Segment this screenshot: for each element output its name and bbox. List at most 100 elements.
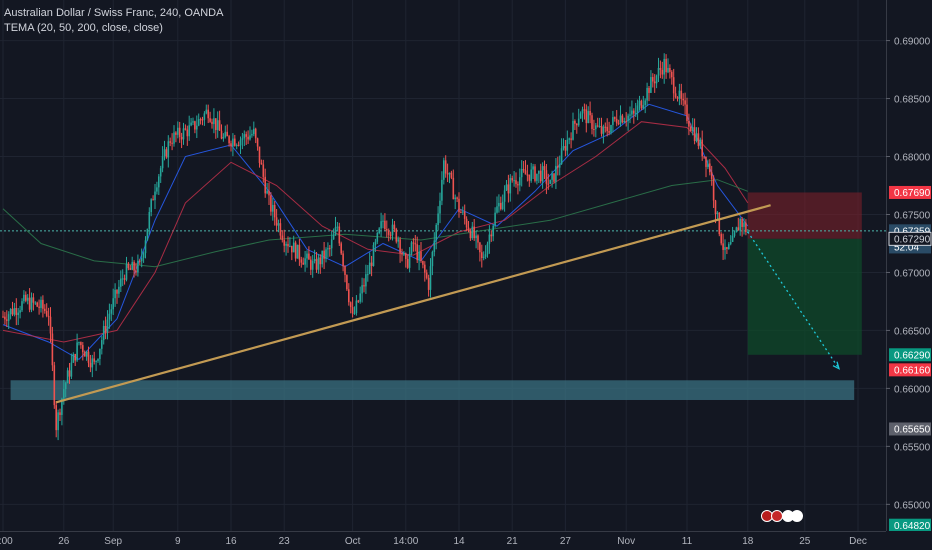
- candle-body: [243, 134, 246, 139]
- candle-body: [539, 170, 542, 182]
- candle-body: [712, 178, 715, 201]
- candle-body: [595, 125, 597, 130]
- candle-body: [216, 120, 219, 131]
- candle-body: [598, 125, 601, 127]
- candle-body: [104, 326, 107, 333]
- candle-body: [152, 199, 154, 201]
- candle-body: [695, 133, 698, 142]
- candle-body: [156, 187, 158, 192]
- time-tick-label: 21: [507, 536, 519, 547]
- candle-body: [287, 243, 289, 247]
- candle-body: [365, 274, 367, 287]
- candle-body: [228, 136, 230, 144]
- candle-body: [262, 164, 265, 177]
- candle-body: [144, 240, 147, 254]
- candle-body: [386, 229, 388, 231]
- candle-body: [45, 310, 48, 316]
- candle-body: [693, 127, 696, 142]
- candle-body: [249, 135, 251, 140]
- candle-body: [484, 254, 487, 257]
- candle-body: [405, 253, 407, 259]
- candle-body: [503, 190, 506, 202]
- candle-body: [171, 142, 173, 144]
- candle-body: [481, 252, 483, 258]
- candle-body: [279, 223, 282, 236]
- candle-body: [367, 274, 369, 276]
- candle-body: [125, 263, 128, 280]
- candle-body: [384, 220, 386, 230]
- price-badge-bg: [888, 231, 932, 246]
- candle-body: [102, 326, 105, 341]
- candle-body: [568, 138, 570, 140]
- support-zone: [10, 380, 855, 400]
- economic-event-icon: [791, 510, 803, 522]
- candle-body: [511, 178, 513, 181]
- candle-body: [475, 235, 477, 239]
- price-badge: 0.66290: [889, 348, 931, 361]
- candle-body: [661, 69, 664, 75]
- candle-body: [26, 297, 29, 301]
- candle-body: [691, 127, 694, 131]
- candle-body: [34, 302, 37, 304]
- candle-body: [555, 165, 557, 182]
- candle-body: [146, 228, 149, 241]
- candle-body: [311, 261, 314, 270]
- time-tick-label: 25: [799, 536, 811, 547]
- event-icons: [761, 510, 803, 522]
- candle-body: [334, 227, 337, 235]
- candle-body: [524, 170, 527, 175]
- candle-body: [190, 122, 192, 126]
- candle-body: [253, 128, 255, 135]
- candle-body: [207, 109, 209, 119]
- candle-body: [433, 240, 436, 252]
- tema-200-line: [2, 179, 748, 268]
- candle-body: [517, 184, 519, 186]
- candle-body: [258, 146, 261, 163]
- candle-body: [633, 110, 635, 114]
- candle-body: [663, 58, 665, 75]
- candle-body: [85, 351, 88, 357]
- candle-body: [714, 200, 717, 215]
- price-badge-bg: [889, 422, 931, 436]
- candle-body: [513, 180, 515, 182]
- candle-body: [376, 233, 379, 242]
- candle-body: [97, 358, 99, 361]
- candle-body: [500, 202, 502, 210]
- candle-body: [203, 113, 206, 120]
- candle-body: [505, 184, 508, 191]
- candle-body: [372, 245, 375, 266]
- candle-body: [534, 166, 536, 181]
- candle-body: [340, 243, 342, 254]
- candle-body: [458, 198, 460, 213]
- candle-body: [557, 165, 559, 168]
- candle-body: [509, 178, 512, 194]
- candle-body: [726, 247, 728, 250]
- candle-body: [194, 121, 196, 130]
- candle-body: [310, 259, 312, 270]
- candle-body: [218, 120, 221, 131]
- candle-body: [23, 294, 25, 302]
- candle-body: [566, 139, 569, 151]
- candle-body: [25, 294, 27, 301]
- candle-body: [264, 176, 266, 194]
- candle-body: [222, 137, 225, 139]
- candle-body: [131, 262, 133, 270]
- candle-body: [672, 77, 675, 94]
- candle-body: [665, 58, 667, 73]
- candle-body: [275, 217, 278, 226]
- candle-body: [363, 285, 365, 287]
- candle-body: [490, 234, 493, 237]
- candle-body: [395, 229, 398, 242]
- candle-body: [699, 139, 702, 146]
- price-badge-label: 52:04: [894, 243, 919, 254]
- candle-body: [205, 109, 208, 114]
- candle-body: [346, 275, 348, 290]
- price-badge-label: 0.65650: [894, 425, 931, 436]
- candle-body: [215, 118, 217, 131]
- candle-body: [120, 278, 122, 287]
- candle-body: [368, 262, 371, 275]
- candle-body: [351, 307, 354, 314]
- candle-body: [76, 342, 78, 361]
- candle-body: [657, 67, 660, 76]
